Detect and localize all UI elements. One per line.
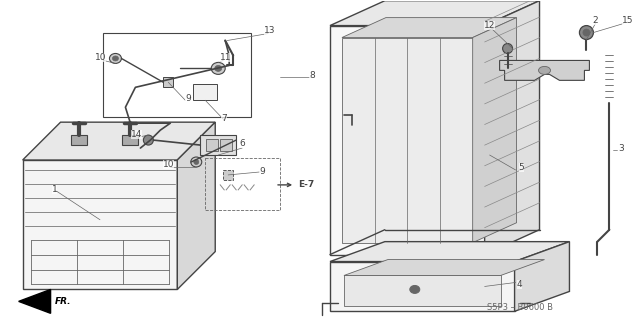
Bar (206, 139, 218, 151)
Text: 3: 3 (618, 144, 624, 152)
Ellipse shape (215, 65, 221, 71)
Bar (193, 84, 217, 100)
Bar (163, 78, 173, 87)
Ellipse shape (113, 56, 118, 61)
Bar (205, 158, 280, 210)
Text: E-7: E-7 (298, 180, 314, 189)
Text: 5: 5 (518, 163, 524, 173)
Polygon shape (330, 26, 484, 255)
Ellipse shape (143, 135, 154, 145)
Text: 15: 15 (621, 16, 633, 25)
Ellipse shape (410, 286, 420, 293)
Text: 9: 9 (186, 94, 191, 103)
Text: 13: 13 (264, 26, 276, 35)
Text: S5P3 – B0600 B: S5P3 – B0600 B (486, 303, 552, 312)
Text: 12: 12 (484, 21, 495, 30)
Polygon shape (330, 262, 515, 311)
Text: 4: 4 (516, 280, 522, 289)
Polygon shape (500, 60, 589, 80)
Polygon shape (122, 135, 138, 145)
Polygon shape (330, 241, 570, 262)
Text: 11: 11 (220, 53, 231, 62)
Text: 6: 6 (239, 138, 245, 148)
Polygon shape (344, 260, 545, 276)
Polygon shape (342, 38, 473, 243)
Polygon shape (344, 276, 500, 306)
Text: 1: 1 (52, 185, 58, 194)
Bar (220, 139, 232, 151)
Bar (200, 135, 236, 155)
Ellipse shape (538, 66, 550, 74)
Polygon shape (177, 122, 215, 289)
Polygon shape (22, 122, 215, 160)
Ellipse shape (583, 29, 590, 36)
Ellipse shape (579, 26, 593, 40)
Bar (223, 170, 233, 180)
Polygon shape (70, 135, 86, 145)
Ellipse shape (194, 160, 199, 165)
Polygon shape (22, 160, 177, 289)
Bar (104, 33, 251, 117)
Polygon shape (473, 18, 516, 243)
Text: 9: 9 (259, 167, 265, 176)
Text: 10: 10 (163, 160, 174, 169)
Polygon shape (484, 1, 540, 255)
Text: 7: 7 (221, 114, 227, 123)
Text: FR.: FR. (54, 297, 71, 306)
Text: 14: 14 (131, 130, 142, 139)
Text: 2: 2 (593, 16, 598, 25)
Polygon shape (330, 1, 540, 26)
Polygon shape (19, 289, 51, 313)
Text: 8: 8 (309, 71, 315, 80)
Polygon shape (515, 241, 570, 311)
Ellipse shape (191, 157, 202, 167)
Ellipse shape (502, 43, 513, 54)
Text: 10: 10 (95, 53, 106, 62)
Polygon shape (342, 18, 516, 38)
Ellipse shape (109, 54, 122, 63)
Ellipse shape (211, 63, 225, 74)
